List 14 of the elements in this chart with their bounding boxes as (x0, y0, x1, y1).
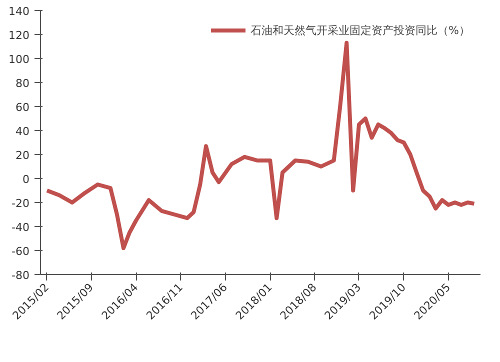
y-tick-label: 40 (16, 125, 30, 138)
y-tick-label: -60 (12, 245, 30, 258)
y-tick-label: -40 (12, 221, 30, 234)
y-tick-label: 0 (22, 173, 30, 186)
legend-label: 石油和天然气开采业固定资产投资同比（%） (250, 22, 470, 38)
y-tick-label: 100 (8, 53, 30, 66)
y-tick-label: 120 (8, 29, 30, 42)
y-tick-label: 20 (16, 149, 30, 162)
y-tick-label: 60 (16, 101, 30, 114)
y-tick-label: -20 (12, 197, 30, 210)
y-tick-label: 80 (16, 77, 30, 90)
y-tick-label: -80 (12, 269, 30, 282)
line-series (44, 40, 476, 250)
y-tick-label: 140 (8, 5, 30, 18)
